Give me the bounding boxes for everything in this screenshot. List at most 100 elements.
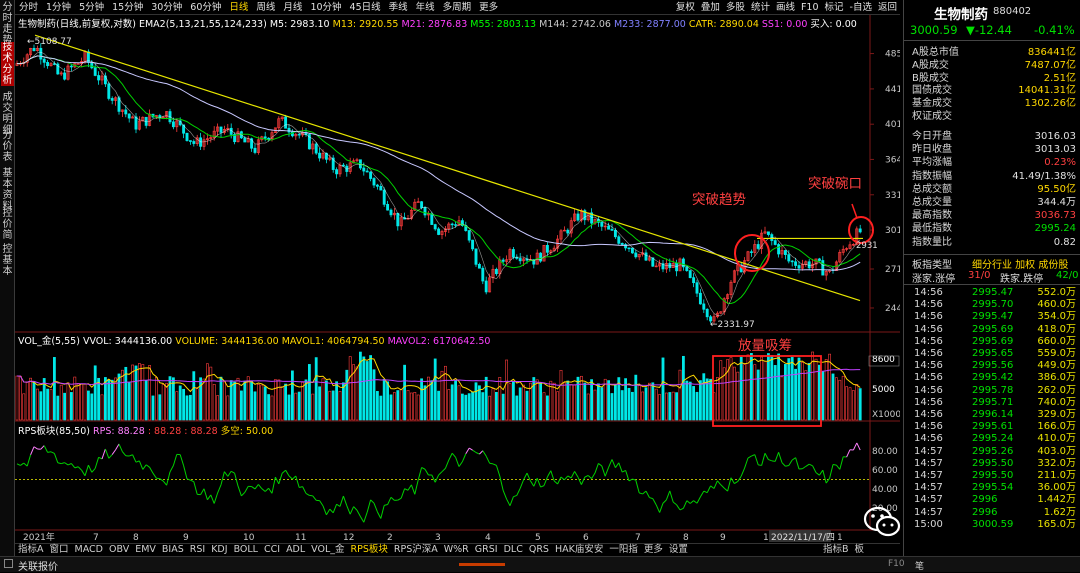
indicator-legend: 生物制药(日线,前复权,对数) EMA2(5,13,21,55,124,233)… xyxy=(18,16,857,30)
rps-segment xyxy=(602,466,605,476)
indicator-tab-11[interactable]: VOL_金 xyxy=(308,544,347,556)
indicator-tab-3[interactable]: OBV xyxy=(106,544,132,556)
volume-bar xyxy=(492,389,494,420)
tick-time: 14:56 xyxy=(914,433,943,445)
stat-label: 指数振幅 xyxy=(912,170,952,183)
candle-body xyxy=(383,190,385,204)
volume-bar xyxy=(451,385,453,420)
rps-segment xyxy=(391,497,394,500)
volume-bar xyxy=(407,390,409,420)
left-tab-1[interactable]: 技术分析 xyxy=(1,42,14,86)
indicator-tab-12[interactable]: RPS板块 xyxy=(348,544,391,556)
volume-bar xyxy=(274,380,276,420)
rps-segment xyxy=(479,451,482,454)
rps-segment xyxy=(741,468,744,476)
indicator-tab-19[interactable]: 一阳指 xyxy=(606,544,641,556)
candle-body xyxy=(193,141,195,143)
indicator-tab-15[interactable]: GRSI xyxy=(472,544,501,556)
volume-bar xyxy=(475,383,477,420)
candle-body xyxy=(421,202,423,208)
volume-bar xyxy=(30,378,32,420)
rps-segment xyxy=(823,470,826,483)
stat-label: 最高指数 xyxy=(912,209,952,222)
high-price-label: ←5108.77 xyxy=(27,37,72,47)
left-tab-4[interactable]: 基本资料 xyxy=(1,168,14,204)
rps-name: RPS板块(85,50) xyxy=(18,426,90,437)
status-label[interactable]: 关联报价 xyxy=(18,558,58,573)
rps-segment xyxy=(493,464,496,465)
indicator-tab-2[interactable]: MACD xyxy=(72,544,106,556)
rps-segment xyxy=(775,452,778,461)
left-tab-0[interactable]: 分时走势 xyxy=(1,2,14,40)
type-label: 板指类型 xyxy=(912,256,952,271)
left-tab-2[interactable]: 成交明细 xyxy=(1,92,14,126)
left-tab-5[interactable]: 控价简 xyxy=(1,208,14,240)
indicator-tab-1[interactable]: 窗口 xyxy=(47,544,72,556)
indicator-tab-6[interactable]: RSI xyxy=(187,544,208,556)
volume-bar xyxy=(424,386,426,420)
rps-segment xyxy=(262,489,265,492)
indicator-tab-13[interactable]: RPS沪深A xyxy=(391,544,441,556)
volume-bar xyxy=(485,377,487,420)
x-axis-label: 2021年 xyxy=(23,531,55,543)
indicator-tab-4[interactable]: EMV xyxy=(132,544,159,556)
rps-segment xyxy=(343,496,346,506)
tick-time: 14:57 xyxy=(914,458,943,470)
indicator-tab-7[interactable]: KDJ xyxy=(208,544,230,556)
rps-segment xyxy=(714,481,717,489)
rps-segment xyxy=(112,450,115,455)
volume-bar xyxy=(291,371,293,420)
scroll-indicator[interactable] xyxy=(459,563,505,566)
rps-segment xyxy=(717,481,720,485)
price-change: ▼-12.44 xyxy=(966,23,1012,37)
stat-value: 836441亿 xyxy=(1028,46,1076,59)
rps-segment xyxy=(469,448,472,450)
tick-volume: 410.0万 xyxy=(1037,433,1076,445)
left-tab-3[interactable]: 分价表 xyxy=(1,130,14,164)
stat-value: 95.50亿 xyxy=(1037,183,1076,196)
pen-icon[interactable]: 笔 xyxy=(915,559,924,572)
rps-segment xyxy=(163,481,166,485)
indicator-tab-16[interactable]: DLC xyxy=(501,544,526,556)
rps-segment xyxy=(102,449,105,459)
tick-price: 2995.65 xyxy=(972,348,1013,360)
indicator-tab-21[interactable]: 设置 xyxy=(666,544,691,556)
indicator-tab-17[interactable]: QRS xyxy=(526,544,552,556)
annotation-volume-absorb: 放量吸筹 xyxy=(738,334,792,354)
type-value[interactable]: 细分行业 加权 成份股 xyxy=(972,256,1068,271)
volume-bar xyxy=(87,391,89,420)
checkbox-icon[interactable] xyxy=(4,559,13,568)
tick-volume: 332.0万 xyxy=(1037,458,1076,470)
rps-segment xyxy=(269,488,272,493)
rps-segment xyxy=(643,491,646,494)
indicator-tab-5[interactable]: BIAS xyxy=(159,544,187,556)
indicator-tab-18[interactable]: HAK庙安安 xyxy=(552,544,606,556)
rps-value-2: : 88.28 xyxy=(148,426,181,437)
volume-bar xyxy=(774,365,776,420)
indicator-tab-0[interactable]: 指标A xyxy=(15,544,47,556)
rps-axis-label: 60.00 xyxy=(872,466,898,476)
indicator-tab-14[interactable]: W%R xyxy=(441,544,472,556)
indicator-tab-8[interactable]: BOLL xyxy=(231,544,261,556)
indicator-tab-9[interactable]: CCI xyxy=(261,544,283,556)
kline-chart-area[interactable]: 48534411401036463314301327122441←5108.77… xyxy=(15,0,900,543)
f10-icon[interactable]: F10 xyxy=(888,559,905,569)
indicator-tab-right-1[interactable]: 板 xyxy=(852,544,868,556)
indicator-tab-right-0[interactable]: 指标B xyxy=(820,544,852,556)
rps-segment xyxy=(306,493,309,495)
rps-segment xyxy=(61,463,64,464)
volume-bar xyxy=(427,377,429,420)
indicator-tab-20[interactable]: 更多 xyxy=(641,544,666,556)
volume-bar xyxy=(669,392,671,420)
left-tab-6[interactable]: 控基本 xyxy=(1,244,14,278)
tick-volume: 460.0万 xyxy=(1037,299,1076,311)
volume-bar xyxy=(526,391,528,420)
ma-line-white xyxy=(17,52,860,316)
indicator-tab-10[interactable]: ADL xyxy=(283,544,308,556)
x-axis-label: 9 xyxy=(720,533,726,543)
volume-bar xyxy=(455,381,457,420)
status-bar: 关联报价 F10 笔 xyxy=(0,556,1080,572)
